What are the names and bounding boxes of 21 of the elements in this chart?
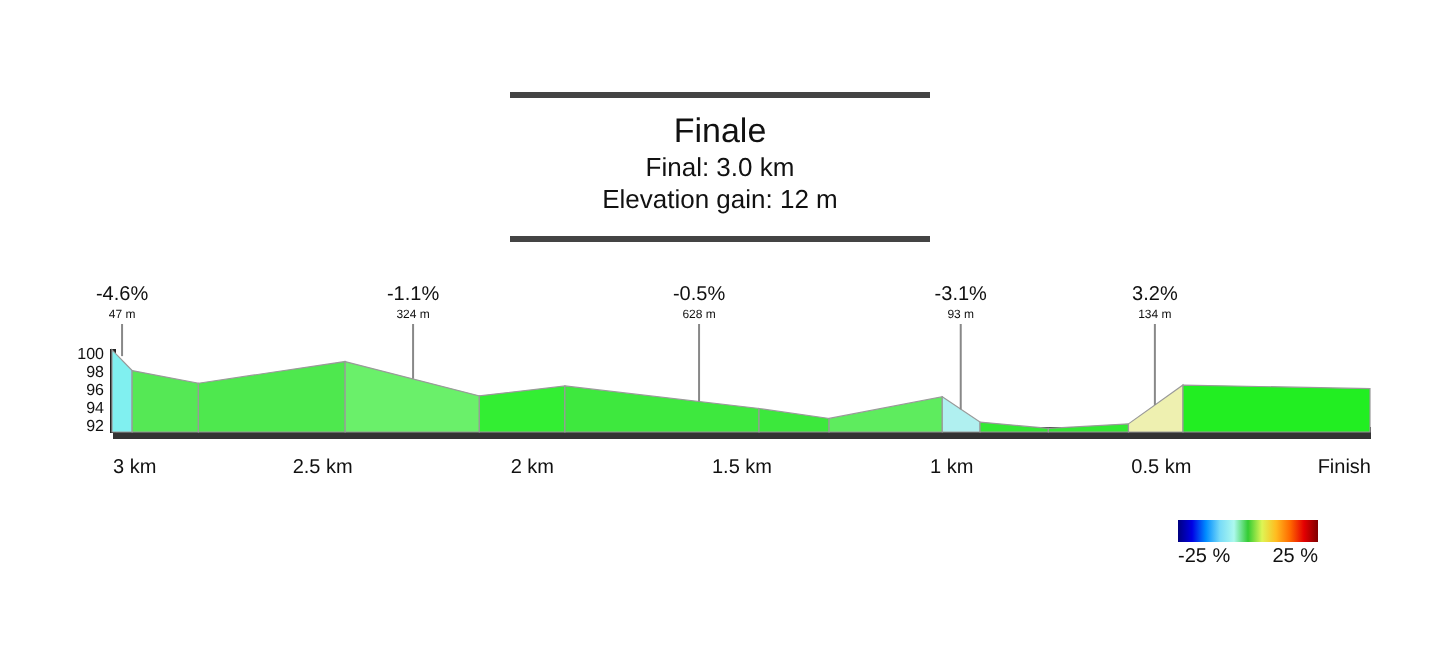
x-tick-label: 1 km xyxy=(929,457,974,479)
x-tick-label: 2.5 km xyxy=(292,457,353,479)
chart-subtitle: Final: 3.0 km Elevation gain: 12 m xyxy=(600,152,840,216)
x-tick-label: 2 km xyxy=(510,457,555,479)
chart-title: Finale xyxy=(671,112,769,152)
annotation: -4.6% xyxy=(95,284,149,306)
color-bar-label: -25 % xyxy=(1178,546,1231,568)
y-tick-label: 100 xyxy=(77,345,106,364)
y-tick-label: 98 xyxy=(86,363,106,382)
y-tick-label: 96 xyxy=(86,381,106,400)
annotation: -1.1% xyxy=(386,284,440,306)
x-tick-label: 1.5 km xyxy=(711,457,773,479)
annotation: -0.5% xyxy=(672,284,726,306)
color-bar-label: 25 % xyxy=(1272,546,1319,568)
y-tick-label: 94 xyxy=(86,399,106,418)
x-tick-label: Finish xyxy=(1317,457,1371,479)
annotation: -3.1% xyxy=(934,284,988,306)
x-tick-label: 0.5 km xyxy=(1131,457,1192,479)
x-tick-label: 3 km xyxy=(113,457,157,479)
y-tick-label: 92 xyxy=(86,417,106,436)
annotation: 3.2% xyxy=(1132,284,1178,306)
